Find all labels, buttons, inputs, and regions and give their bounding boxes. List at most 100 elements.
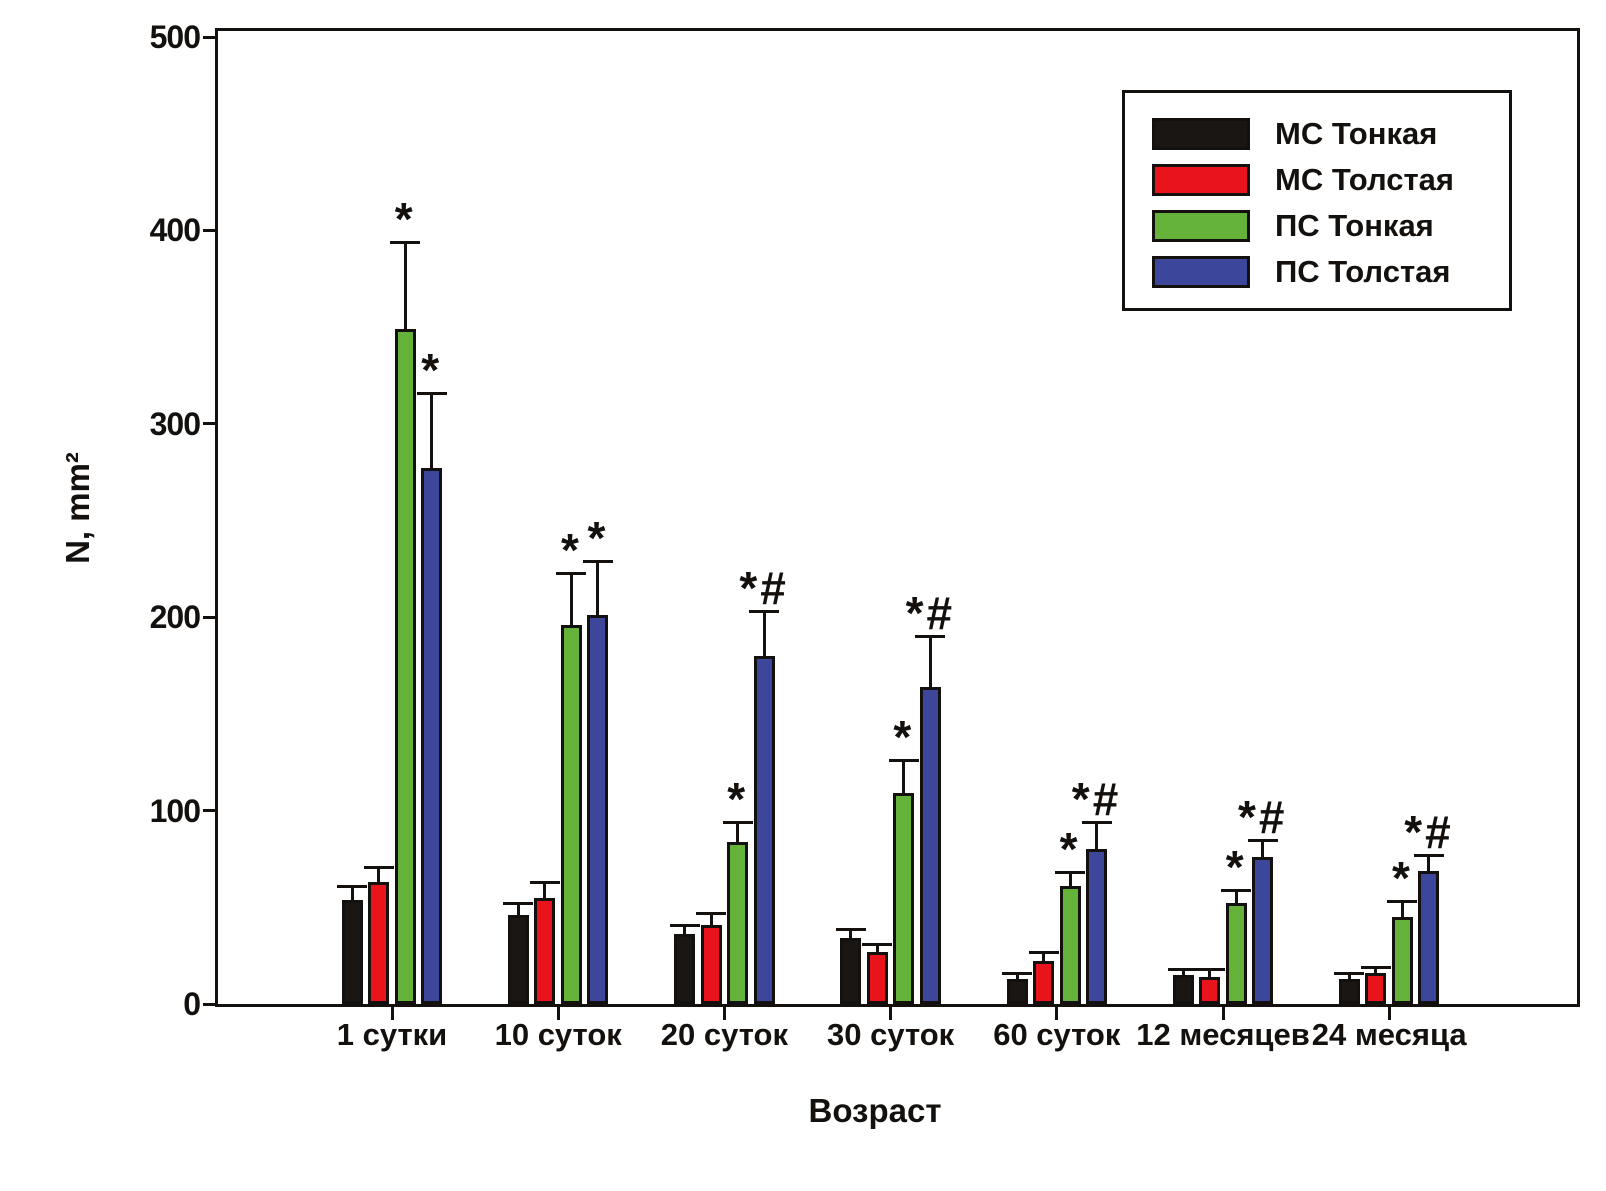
significance-marker: *	[727, 773, 749, 826]
legend-item: МС Толстая	[1152, 162, 1509, 197]
y-axis-tick-label: 0	[183, 986, 201, 1022]
x-axis-title: Возраст	[808, 1092, 942, 1129]
bar-series3-cat1	[394, 329, 416, 1004]
bar-series1-cat6	[1172, 975, 1194, 1004]
error-bar-cap	[503, 902, 534, 906]
error-bar-cap	[1247, 838, 1278, 842]
legend-swatch	[1152, 210, 1250, 242]
bar-series2-cat7	[1365, 973, 1387, 1004]
error-bar-cap	[1002, 972, 1033, 975]
x-axis-tick	[1055, 1004, 1059, 1020]
significance-marker: *#	[1404, 806, 1454, 859]
y-axis-tick-label: 100	[149, 792, 201, 829]
legend-swatch	[1152, 164, 1250, 196]
significance-marker: *	[893, 711, 915, 764]
error-bar-line	[516, 905, 520, 918]
y-axis-tick-label: 400	[149, 212, 201, 249]
significance-marker: *	[1391, 852, 1413, 905]
error-bar-cap	[1194, 968, 1225, 972]
legend: МС Тонкая МС Толстая ПС Тонкая ПС Толстая	[1122, 90, 1512, 311]
error-bar-cap	[1360, 966, 1391, 970]
error-bar-cap	[1334, 972, 1365, 975]
legend-item: МС Тонкая	[1152, 116, 1509, 151]
significance-marker: *	[1225, 840, 1247, 893]
y-axis-tick	[203, 35, 216, 39]
legend-swatch	[1152, 256, 1250, 288]
y-axis-tick	[203, 228, 216, 232]
bar-series1-cat5	[1006, 978, 1028, 1004]
x-axis-tick	[390, 1004, 394, 1020]
bar-series3-cat4	[893, 793, 915, 1004]
y-axis-tick	[203, 809, 216, 813]
error-bar-line	[1427, 857, 1431, 873]
bar-series4-cat4	[919, 686, 941, 1004]
error-bar-line	[1347, 975, 1351, 981]
bar-series4-cat1	[421, 468, 443, 1004]
error-bar-line	[1261, 841, 1265, 860]
error-bar-line	[1015, 975, 1019, 981]
error-bar-line	[543, 884, 547, 900]
error-bar-cap	[556, 571, 587, 575]
x-axis-tick	[889, 1004, 893, 1020]
x-axis-tick-label: 30 суток	[827, 1017, 955, 1052]
error-bar-line	[1042, 953, 1046, 964]
error-bar-line	[1400, 903, 1404, 919]
error-bar-line	[403, 243, 407, 332]
legend-label: ПС Толстая	[1275, 254, 1451, 289]
x-axis-tick-label: 1 сутки	[336, 1017, 448, 1052]
error-bar-line	[875, 946, 879, 954]
error-bar-cap	[1387, 900, 1418, 904]
bar-series2-cat5	[1033, 961, 1055, 1004]
significance-marker: *	[1059, 823, 1081, 876]
significance-marker: *#	[905, 587, 956, 640]
bar-series1-cat2	[507, 915, 529, 1004]
bar-series1-cat1	[341, 899, 363, 1004]
error-bar-line	[1095, 824, 1099, 852]
bar-series4-cat2	[587, 615, 609, 1004]
x-axis-tick-label: 24 месяца	[1311, 1017, 1467, 1052]
bar-series2-cat3	[700, 924, 722, 1004]
error-bar-line	[377, 868, 381, 885]
bar-series1-cat7	[1338, 978, 1360, 1004]
y-axis-tick	[203, 1002, 216, 1006]
x-axis-tick-label: 10 суток	[494, 1017, 622, 1052]
error-bar-cap	[915, 635, 946, 639]
legend-label: ПС Тонкая	[1275, 208, 1434, 243]
error-bar-cap	[888, 759, 919, 763]
x-axis-tick-label: 12 месяцев	[1136, 1017, 1310, 1052]
bar-series4-cat5	[1086, 849, 1108, 1004]
bar-series4-cat3	[753, 655, 775, 1004]
significance-marker: *	[560, 523, 582, 576]
significance-marker: *	[421, 343, 443, 396]
error-bar-cap	[1081, 821, 1112, 825]
bar-series3-cat2	[560, 624, 582, 1004]
error-bar-cap	[390, 240, 421, 244]
bar-series3-cat5	[1059, 886, 1081, 1004]
significance-marker: *	[394, 192, 416, 245]
x-axis-tick	[722, 1004, 726, 1020]
error-bar-cap	[416, 391, 447, 395]
error-bar-line	[1374, 969, 1378, 976]
bar-series2-cat6	[1199, 976, 1221, 1004]
error-bar-line	[1068, 874, 1072, 889]
error-bar-line	[596, 563, 600, 618]
error-bar-cap	[835, 927, 866, 931]
error-bar-line	[902, 762, 906, 796]
error-bar-line	[1181, 971, 1185, 977]
error-bar-line	[683, 926, 687, 937]
error-bar-line	[736, 824, 740, 844]
y-axis-title: N, mm²	[59, 452, 96, 564]
x-axis-tick	[1387, 1004, 1391, 1020]
bar-series4-cat7	[1418, 870, 1440, 1004]
error-bar-cap	[582, 560, 613, 564]
error-bar-line	[430, 394, 434, 471]
bar-series2-cat4	[866, 951, 888, 1004]
error-bar-cap	[1413, 854, 1444, 858]
error-bar-cap	[337, 884, 368, 888]
bar-series4-cat6	[1252, 857, 1274, 1004]
error-bar-line	[350, 887, 354, 902]
bar-series1-cat3	[674, 934, 696, 1004]
error-bar-cap	[722, 821, 753, 825]
error-bar-line	[928, 638, 932, 689]
error-bar-cap	[1221, 888, 1252, 892]
